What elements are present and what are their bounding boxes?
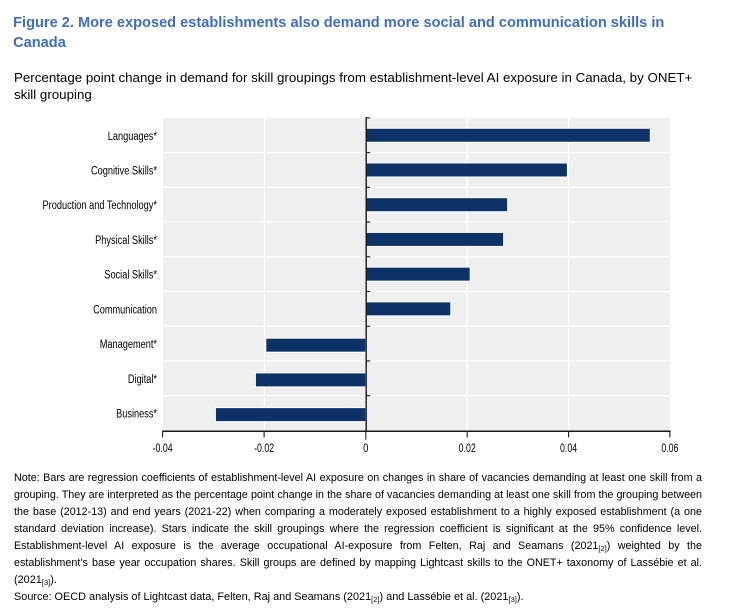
svg-text:Business*: Business*: [116, 409, 157, 421]
svg-text:-0.02: -0.02: [254, 443, 274, 455]
svg-text:0.06: 0.06: [661, 443, 678, 455]
svg-text:0: 0: [363, 443, 368, 455]
svg-text:Cognitive Skills*: Cognitive Skills*: [91, 165, 157, 177]
svg-text:0.04: 0.04: [560, 443, 578, 455]
svg-text:0.02: 0.02: [459, 443, 476, 455]
svg-text:Physical Skills*: Physical Skills*: [95, 235, 157, 247]
svg-text:Social Skills*: Social Skills*: [104, 270, 157, 282]
svg-text:-0.04: -0.04: [153, 443, 173, 455]
svg-text:Communication: Communication: [93, 304, 157, 316]
svg-text:Management*: Management*: [100, 339, 158, 351]
svg-text:Languages*: Languages*: [108, 131, 158, 143]
svg-text:Production and Technology*: Production and Technology*: [43, 200, 158, 212]
svg-text:Digital*: Digital*: [128, 374, 158, 386]
